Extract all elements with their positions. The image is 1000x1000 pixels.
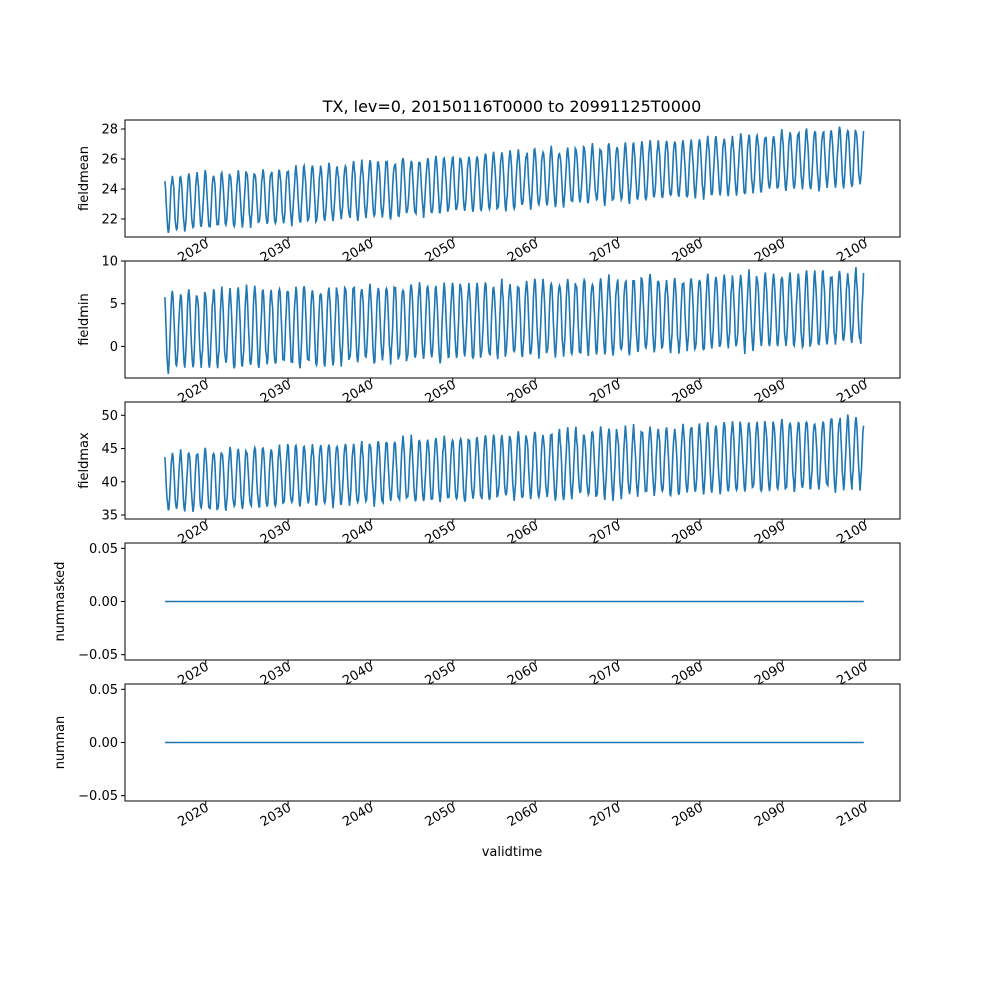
axes-frame bbox=[124, 401, 901, 520]
axes-frame bbox=[124, 260, 901, 379]
y-tick-label: 22 bbox=[101, 213, 118, 228]
y-tick-label: 50 bbox=[101, 409, 118, 424]
y-tick-label: −0.05 bbox=[78, 648, 118, 663]
y-tick-label: 10 bbox=[101, 255, 118, 270]
y-tick-label: 0 bbox=[110, 340, 118, 355]
series-line-fieldmax bbox=[164, 414, 865, 512]
y-tick-label: 0.00 bbox=[89, 736, 118, 751]
y-axis-label: nummasked bbox=[53, 562, 68, 642]
y-axis-label: fieldmin bbox=[77, 293, 92, 346]
series-line-fieldmean bbox=[164, 126, 865, 234]
y-tick-label: 26 bbox=[101, 153, 118, 168]
y-tick-label: 28 bbox=[101, 123, 118, 138]
y-tick-label: 0.05 bbox=[89, 542, 118, 557]
x-tick-label: 2100 bbox=[834, 800, 870, 830]
y-tick-label: 0.05 bbox=[89, 683, 118, 698]
x-tick-label: 2050 bbox=[423, 800, 459, 830]
y-tick-label: 35 bbox=[101, 509, 118, 524]
x-tick-label: 2080 bbox=[670, 800, 706, 830]
axes-frame bbox=[124, 119, 901, 238]
chart-title: TX, lev=0, 20150116T0000 to 20991125T000… bbox=[322, 97, 702, 116]
y-tick-label: 5 bbox=[110, 297, 118, 312]
y-tick-label: 40 bbox=[101, 475, 118, 490]
x-tick-label: 2020 bbox=[176, 800, 212, 830]
y-tick-label: 0.00 bbox=[89, 595, 118, 610]
y-tick-label: 24 bbox=[101, 183, 118, 198]
x-tick-label: 2040 bbox=[340, 800, 376, 830]
x-tick-label: 2030 bbox=[258, 800, 294, 830]
x-tick-label: 2070 bbox=[587, 800, 623, 830]
x-axis-label: validtime bbox=[482, 845, 543, 860]
y-axis-label: fieldmax bbox=[77, 432, 92, 489]
x-tick-label: 2090 bbox=[752, 800, 788, 830]
y-tick-label: −0.05 bbox=[78, 789, 118, 804]
y-tick-label: 45 bbox=[101, 442, 118, 457]
y-axis-label: fieldmean bbox=[77, 146, 92, 211]
subplot-numnan: 0.05 0.00 −0.05 numnan 2020 2030 2040 2050 2060 2… bbox=[53, 683, 901, 830]
y-axis-label: numnan bbox=[53, 716, 68, 770]
subplots: 22 24 26 28 fieldmean 2020 2030 2040 2050 2060 207… bbox=[53, 119, 901, 830]
x-tick-label: 2060 bbox=[505, 800, 541, 830]
series-line-fieldmin bbox=[164, 267, 865, 374]
